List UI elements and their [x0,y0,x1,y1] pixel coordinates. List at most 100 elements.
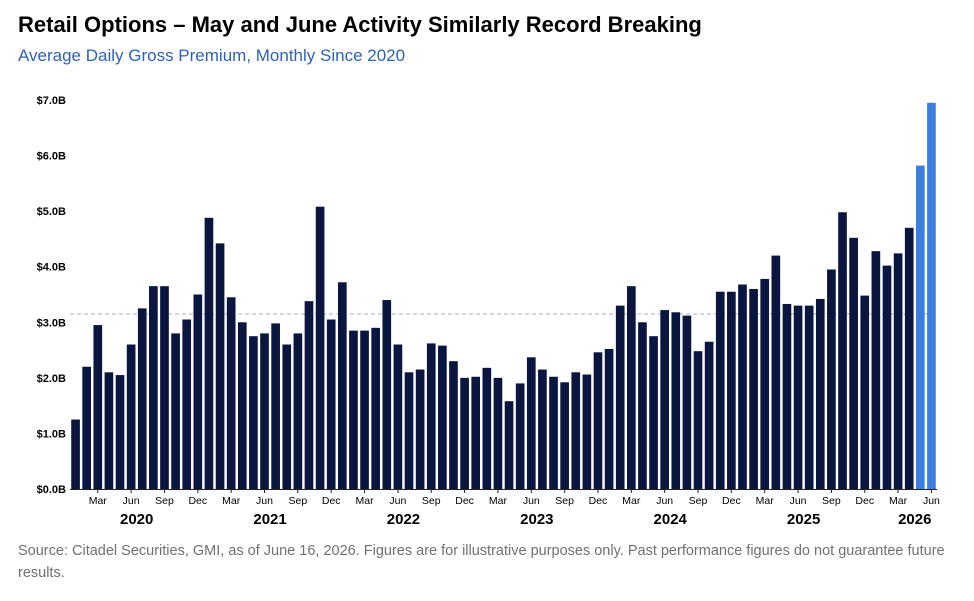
x-tick-label: Dec [188,495,207,507]
x-tick-label: Dec [855,495,874,507]
bar [271,323,280,489]
bar [82,366,92,489]
bar [715,291,725,489]
y-tick-label: $7.0B [37,95,66,107]
bar [404,372,414,489]
bar [149,286,158,489]
bar [371,327,381,489]
bar [804,305,814,489]
bar [682,315,692,489]
bar [749,288,758,489]
x-tick-label: Mar [356,495,375,507]
bar [304,301,314,489]
bar [115,375,125,489]
bar [582,374,592,489]
x-tick-label: Mar [89,495,108,507]
x-tick-label: Sep [289,495,308,507]
x-tick-label: Dec [589,495,608,507]
bar [360,330,369,489]
bar [415,369,425,489]
bar [515,383,525,489]
bar [860,295,870,489]
x-tick-label: Mar [756,495,775,507]
bar [482,367,492,489]
year-label: 2025 [787,511,820,528]
bar [426,343,436,489]
bar [760,278,770,489]
x-tick-label: Jun [923,495,940,507]
x-tick-label: Jun [389,495,406,507]
x-tick-label: Sep [822,495,841,507]
bar [571,372,581,489]
bar [326,319,336,489]
x-tick-label: Sep [555,495,574,507]
bar [204,217,214,489]
bar [460,377,469,489]
x-tick-label: Jun [123,495,140,507]
bar [282,344,292,489]
bar [526,357,536,489]
x-tick-label: Jun [656,495,673,507]
bar [182,319,192,489]
y-tick-label: $2.0B [37,373,66,385]
bar [493,377,503,489]
bar [771,255,781,489]
y-tick-label: $4.0B [37,262,66,274]
bar [893,253,903,489]
bar [660,310,670,489]
year-label: 2020 [120,511,153,528]
bar [504,401,514,489]
bar [638,322,647,489]
x-tick-label: Jun [790,495,807,507]
bar [827,269,836,489]
bar [593,352,603,489]
bar [193,294,203,489]
bar [671,312,681,489]
bar [471,376,481,489]
x-tick-label: Dec [322,495,341,507]
year-label: 2024 [654,511,688,528]
chart-subtitle: Average Daily Gross Premium, Monthly Sin… [18,46,406,65]
bar-chart: $0.0B $1.0B $2.0B $3.0B $4.0B $5.0B $6.0B $7.0B… [37,95,940,528]
y-tick-label: $0.0B [37,484,66,496]
bar [337,282,347,489]
highlighted-bar [927,102,936,490]
bar [549,376,558,489]
x-tick-label: Sep [422,495,441,507]
bar [649,336,658,489]
bar [71,419,80,489]
bar [626,286,636,489]
bar [249,336,258,489]
x-tick-label: Jun [256,495,273,507]
bar [393,344,403,489]
bar [226,297,236,489]
x-tick-label: Dec [455,495,474,507]
bar [171,333,180,489]
year-label: 2022 [387,511,420,528]
bar [382,300,392,489]
bar [160,286,169,489]
bar [315,206,325,489]
bar [93,325,103,489]
bar [871,251,881,489]
bar [738,284,747,489]
x-tick-label: Sep [155,495,174,507]
bar [815,298,825,489]
bar [293,333,303,489]
bar [560,382,569,489]
year-label: 2026 [898,511,931,528]
bar [693,351,703,489]
chart-title: Retail Options – May and June Activity S… [18,12,702,37]
y-tick-label: $6.0B [37,151,66,163]
bar [882,265,892,489]
y-tick-label: $3.0B [37,317,66,329]
bar [904,227,914,490]
bar [615,305,625,489]
bar [604,348,614,489]
bar [104,372,114,489]
bar [838,212,847,490]
bar [849,237,858,489]
x-tick-label: Mar [889,495,908,507]
year-label: 2021 [253,511,286,528]
source-note: Source: Citadel Securities, GMI, as of J… [18,543,945,581]
